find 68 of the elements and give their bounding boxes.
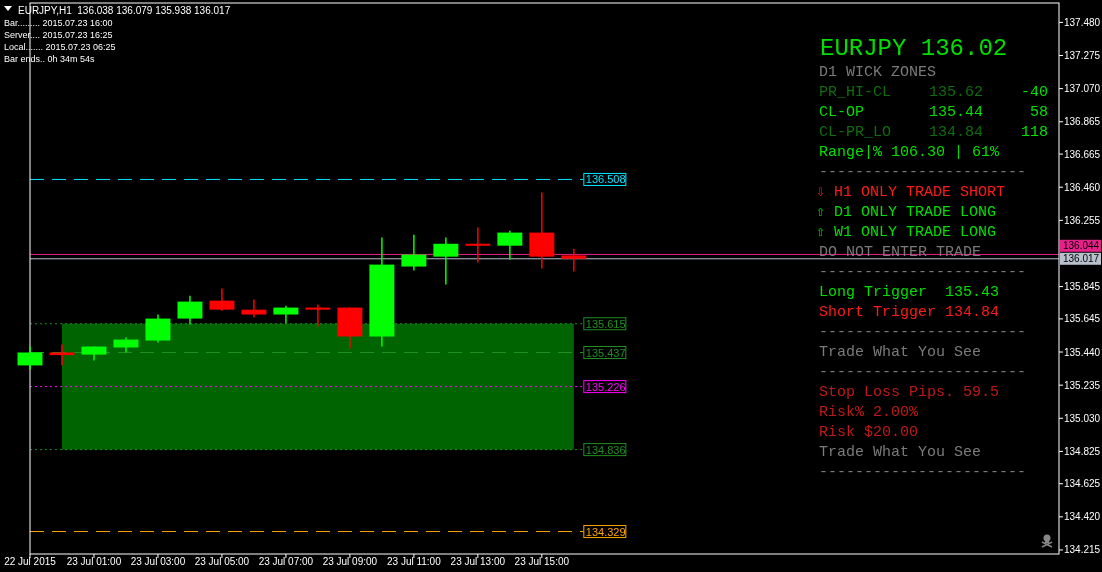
- annotation: Short Trigger 134.84: [819, 303, 1000, 321]
- annotation: 135.62: [929, 83, 984, 101]
- ref-line-label: 134.329: [585, 525, 626, 538]
- annotation: Bar......... 2015.07.23 16:00: [4, 18, 113, 28]
- annotation: Local....... 2015.07.23 06:25: [4, 42, 116, 52]
- x-tick-label: 23 Jul 09:00: [322, 556, 378, 567]
- y-tick-label: 136.865: [1064, 116, 1101, 128]
- ref-line-label: 136.017: [1063, 253, 1100, 265]
- annotation: ⇩ H1 ONLY TRADE SHORT: [816, 183, 1006, 201]
- annotation: Risk $20.00: [819, 423, 919, 441]
- candlestick: [465, 226, 491, 264]
- candlestick: [305, 303, 331, 328]
- y-tick-label: 135.845: [1064, 281, 1101, 293]
- x-tick-label: 23 Jul 15:00: [514, 556, 570, 567]
- annotation: Range|% 106.30 | 61%: [819, 143, 1001, 161]
- y-tick-label: 136.665: [1064, 148, 1101, 160]
- annotation: EURJPY 136.02: [820, 34, 1008, 62]
- x-tick-label: 23 Jul 13:00: [450, 556, 506, 567]
- annotation: Server.... 2015.07.23 16:25: [4, 30, 113, 40]
- y-tick-label: 134.215: [1064, 544, 1101, 556]
- y-tick-label: 135.030: [1064, 412, 1101, 424]
- y-tick-label: 136.460: [1064, 181, 1101, 193]
- annotation: Trade What You See: [819, 443, 982, 461]
- annotation: D1 WICK ZONES: [819, 63, 937, 81]
- annotation: -----------------------: [819, 163, 1027, 181]
- annotation: Trade What You See: [819, 343, 982, 361]
- y-tick-label: 134.625: [1064, 478, 1101, 490]
- annotation: -40: [1020, 83, 1048, 101]
- annotation: 58: [1029, 103, 1048, 121]
- annotation: 135.44: [929, 103, 984, 121]
- ref-line-label: 135.437: [585, 346, 626, 359]
- chart-title: EURJPY,H1 136.038 136.079 135.938 136.017: [18, 4, 231, 16]
- ref-line-label: 135.226: [585, 380, 626, 393]
- ref-line-label: 136.044: [1063, 240, 1100, 252]
- annotation: Bar ends.. 0h 34m 54s: [4, 54, 96, 64]
- x-tick-label: 23 Jul 11:00: [387, 556, 442, 567]
- annotation: Risk% 2.00%: [819, 403, 920, 421]
- annotation: 134.84: [929, 123, 984, 141]
- y-tick-label: 137.070: [1064, 83, 1101, 95]
- y-tick-label: 135.440: [1064, 346, 1101, 358]
- annotation: -----------------------: [819, 463, 1027, 481]
- x-tick-label: 22 Jul 2015: [4, 556, 57, 567]
- annotation: -----------------------: [819, 323, 1027, 341]
- annotation: CL-OP: [819, 103, 865, 121]
- y-tick-label: 135.235: [1064, 379, 1101, 391]
- annotation: 118: [1020, 123, 1048, 141]
- annotation: Long Trigger 135.43: [819, 283, 1000, 301]
- annotation: Stop Loss Pips. 59.5: [819, 383, 1000, 401]
- annotation: ⇧ W1 ONLY TRADE LONG: [816, 223, 997, 241]
- x-tick-label: 23 Jul 05:00: [194, 556, 250, 567]
- x-tick-label: 23 Jul 07:00: [258, 556, 314, 567]
- x-tick-label: 23 Jul 03:00: [130, 556, 186, 567]
- annotation: PR_HI-CL: [819, 83, 892, 101]
- annotation: CL-PR_LO: [819, 123, 892, 141]
- ref-line-label: 136.508: [585, 173, 626, 186]
- annotation: -----------------------: [819, 263, 1027, 281]
- y-tick-label: 134.825: [1064, 445, 1101, 457]
- y-tick-label: 137.480: [1064, 16, 1101, 28]
- annotation: -----------------------: [819, 363, 1027, 381]
- ref-line-label: 135.615: [585, 317, 626, 330]
- x-tick-label: 23 Jul 01:00: [66, 556, 122, 567]
- y-tick-label: 135.645: [1064, 313, 1101, 325]
- y-tick-label: 136.255: [1064, 214, 1101, 226]
- y-tick-label: 137.275: [1064, 50, 1101, 62]
- annotation: ⇧ D1 ONLY TRADE LONG: [816, 203, 997, 221]
- candlestick: [561, 248, 587, 273]
- ref-line-label: 134.836: [585, 443, 626, 456]
- y-tick-label: 134.420: [1064, 511, 1101, 523]
